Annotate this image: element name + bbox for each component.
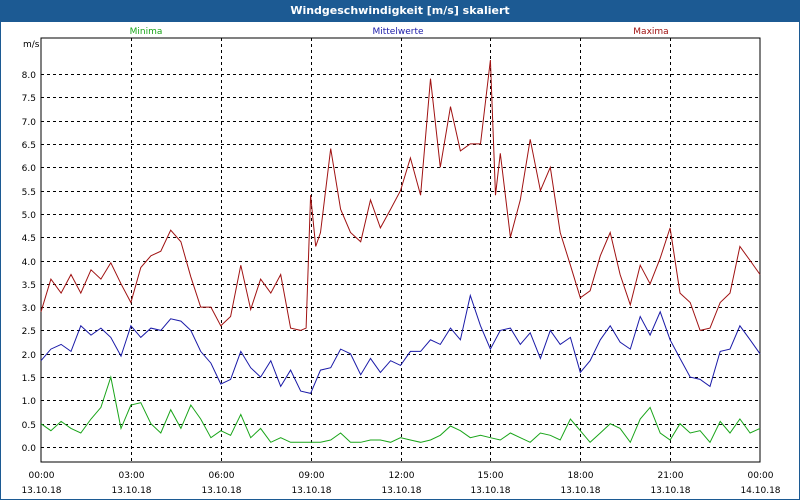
y-axis-unit: m/s (23, 40, 40, 50)
y-tick-label: 6.5 (22, 141, 36, 151)
y-tick-label: 2.5 (22, 327, 36, 337)
y-tick-label: 3.0 (22, 304, 37, 314)
y-tick-label: 0.5 (22, 421, 36, 431)
x-tick-date: 13.10.18 (560, 486, 600, 496)
x-tick-date: 13.10.18 (21, 486, 61, 496)
y-tick-label: 3.5 (22, 281, 36, 291)
y-tick-label: 5.0 (22, 211, 37, 221)
x-tick-time: 09:00 (299, 471, 325, 481)
y-tick-label: 2.0 (22, 351, 37, 361)
x-tick-time: 00:00 (29, 471, 55, 481)
window-title: Windgeschwindigkeit [m/s] skaliert (1, 1, 799, 22)
y-tick-label: 5.5 (22, 188, 36, 198)
x-tick-date: 14.10.18 (740, 486, 780, 496)
x-tick-date: 13.10.18 (381, 486, 421, 496)
y-tick-label: 0.0 (22, 444, 37, 454)
x-tick-date: 13.10.18 (111, 486, 151, 496)
x-tick-time: 06:00 (209, 471, 235, 481)
y-tick-label: 7.0 (22, 118, 37, 128)
plot-frame (40, 37, 761, 463)
series-line-minima (40, 375, 761, 444)
y-tick-label: 6.0 (22, 164, 37, 174)
x-tick-time: 12:00 (389, 471, 415, 481)
chart-canvas: 0.0 0.5 1.0 1.5 2.0 2.5 3.0 3.5 4.0 4.5 5.0 5.5 6.0 6… (21, 27, 780, 496)
y-tick-label: 8.0 (22, 71, 37, 81)
series-line-maxima (40, 59, 761, 331)
x-tick-time: 00:00 (748, 471, 774, 481)
x-tick-time: 15:00 (478, 471, 504, 481)
x-tick-date: 13.10.18 (470, 486, 510, 496)
y-tick-label: 1.0 (22, 397, 37, 407)
y-tick-label: 4.0 (22, 258, 37, 268)
y-tick-label: 1.5 (22, 374, 36, 384)
legend-maxima: Maxima (633, 27, 668, 37)
x-tick-time: 03:00 (119, 471, 145, 481)
series-line-mittelwerte (40, 293, 761, 394)
x-tick-time: 18:00 (568, 471, 594, 481)
x-tick-date: 13.10.18 (201, 486, 241, 496)
legend-mittelwerte: Mittelwerte (372, 27, 423, 37)
y-tick-label: 7.5 (22, 94, 36, 104)
legend-minima: Minima (130, 27, 163, 37)
y-tick-label: 4.5 (22, 234, 36, 244)
x-tick-date: 13.10.18 (291, 486, 331, 496)
x-tick-time: 21:00 (658, 471, 684, 481)
x-tick-date: 13.10.18 (650, 486, 690, 496)
